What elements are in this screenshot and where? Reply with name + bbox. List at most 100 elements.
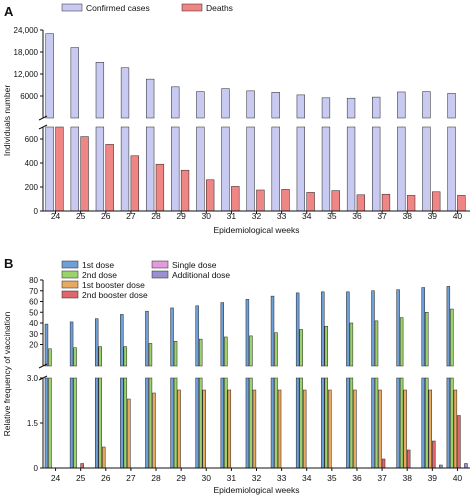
x-tick-label: 36 [352,211,362,221]
y-axis-label: Relative frequency of vaccination [2,311,12,436]
bar-2nd-dose-upper [425,312,429,367]
bar-2nd-dose-upper [98,346,102,367]
bar-confirmed-cases-upper [346,97,356,119]
bar-1st-dose-lower [396,377,400,469]
bar-confirmed-cases-upper [196,91,205,119]
x-tick-label: 37 [377,473,387,483]
bar-1st-booster-dose-lower [227,389,232,469]
x-tick-label: 26 [101,473,111,483]
bar-deaths-lower [256,189,265,212]
bar-deaths-lower [105,144,114,212]
bar-2nd-dose-upper [224,336,228,367]
bar-confirmed-cases-upper [397,91,406,119]
bar-1st-booster-dose-lower [302,389,307,469]
x-tick-label: 28 [151,211,161,221]
x-tick-label: 39 [428,473,438,483]
panel-b-letter: B [4,256,13,271]
legend-swatch [151,260,169,269]
bar-confirmed-cases-upper [70,47,79,119]
y-tick-label: 70 [29,287,38,296]
bar-1st-dose-lower [120,377,124,469]
bar-2nd-booster-dose-lower [406,449,411,469]
bar-confirmed-cases-lower [95,126,105,212]
bar-2nd-dose-lower [299,377,303,469]
bar-1st-booster-dose-lower [403,389,407,469]
bar-confirmed-cases-lower [196,126,205,212]
bar-1st-dose-upper [195,305,199,367]
bar-confirmed-cases-lower [271,126,280,212]
bar-confirmed-cases-upper [45,33,54,119]
bar-confirmed-cases-lower [296,126,305,212]
bar-1st-dose-upper [245,299,250,367]
legend-label: Single dose [172,260,217,270]
x-tick-label: 29 [176,211,186,221]
bar-2nd-dose-upper [48,348,52,367]
bar-1st-booster-dose-lower [152,392,156,469]
bar-confirmed-cases-lower [221,126,230,212]
bar-confirmed-cases-lower [45,126,54,212]
y-tick-label: 200 [25,183,39,192]
bar-1st-booster-dose-lower [353,389,357,469]
bar-1st-dose-lower [270,377,275,469]
x-tick-label: 28 [151,473,161,483]
bar-1st-dose-lower [94,377,99,469]
x-axis-label: Epidemiological weeks [214,225,300,235]
legend-swatch [61,260,79,269]
x-tick-label: 31 [227,211,237,221]
legend-label: Confirmed cases [86,3,150,13]
bar-2nd-dose-lower [148,377,153,469]
x-tick-label: 34 [302,211,312,221]
bar-1st-booster-dose-lower [378,389,382,469]
bar-2nd-booster-dose-lower [457,415,461,469]
bar-deaths-lower [457,195,466,212]
bar-2nd-dose-lower [73,377,77,469]
y-tick-label: 40 [29,319,38,328]
bar-confirmed-cases-lower [246,126,255,212]
x-tick-label: 37 [377,211,387,221]
x-tick-label: 30 [202,211,212,221]
x-tick-label: 24 [51,211,61,221]
x-tick-label: 38 [402,473,412,483]
bar-deaths-lower [155,163,165,212]
bar-1st-dose-upper [145,310,149,367]
legend-label: 2nd dose [82,270,117,280]
legend-swatch [61,280,79,289]
bar-2nd-dose-lower [123,377,128,469]
bar-1st-booster-dose-lower [202,389,206,469]
legend-label: 2nd booster dose [82,290,148,300]
bar-1st-booster-dose-lower [277,389,282,469]
panel-a: A 6000 12,000 18,000 24,000 0 200 400 600 24 25 26… [2,3,470,235]
bar-1st-booster-dose-lower [127,398,131,469]
x-tick-label: 27 [126,473,136,483]
bar-confirmed-cases-lower [397,126,406,212]
bar-1st-dose-lower [446,377,451,469]
y-tick-label: 12,000 [14,70,39,79]
bar-1st-dose-lower [220,377,224,469]
bar-confirmed-cases-lower [422,126,431,212]
bar-1st-dose-lower [170,377,174,469]
x-tick-label: 27 [126,211,136,221]
bar-confirmed-cases-upper [171,86,180,119]
bar-confirmed-cases-upper [221,88,230,119]
panel-a-letter: A [4,4,14,19]
legend-label: 1st dose [82,260,114,270]
bar-1st-dose-upper [170,307,174,367]
bar-2nd-booster-dose-lower [432,440,436,469]
y-tick-label: 1.5 [27,419,39,428]
bar-confirmed-cases-upper [271,92,280,119]
legend-label: Deaths [206,3,233,13]
x-tick-label: 40 [453,211,463,221]
bar-2nd-dose-lower [173,377,178,469]
x-tick-label: 35 [327,473,337,483]
bar-2nd-dose-lower [249,377,253,469]
bar-1st-booster-dose-lower [453,389,458,469]
bar-confirmed-cases-lower [171,126,180,212]
bar-2nd-dose-upper [148,343,153,367]
bar-confirmed-cases-upper [246,90,255,119]
bar-1st-dose-lower [295,377,300,469]
x-tick-label: 36 [352,473,362,483]
bar-1st-dose-lower [421,377,425,469]
y-tick-label: 80 [29,276,38,285]
x-tick-label: 40 [453,473,463,483]
